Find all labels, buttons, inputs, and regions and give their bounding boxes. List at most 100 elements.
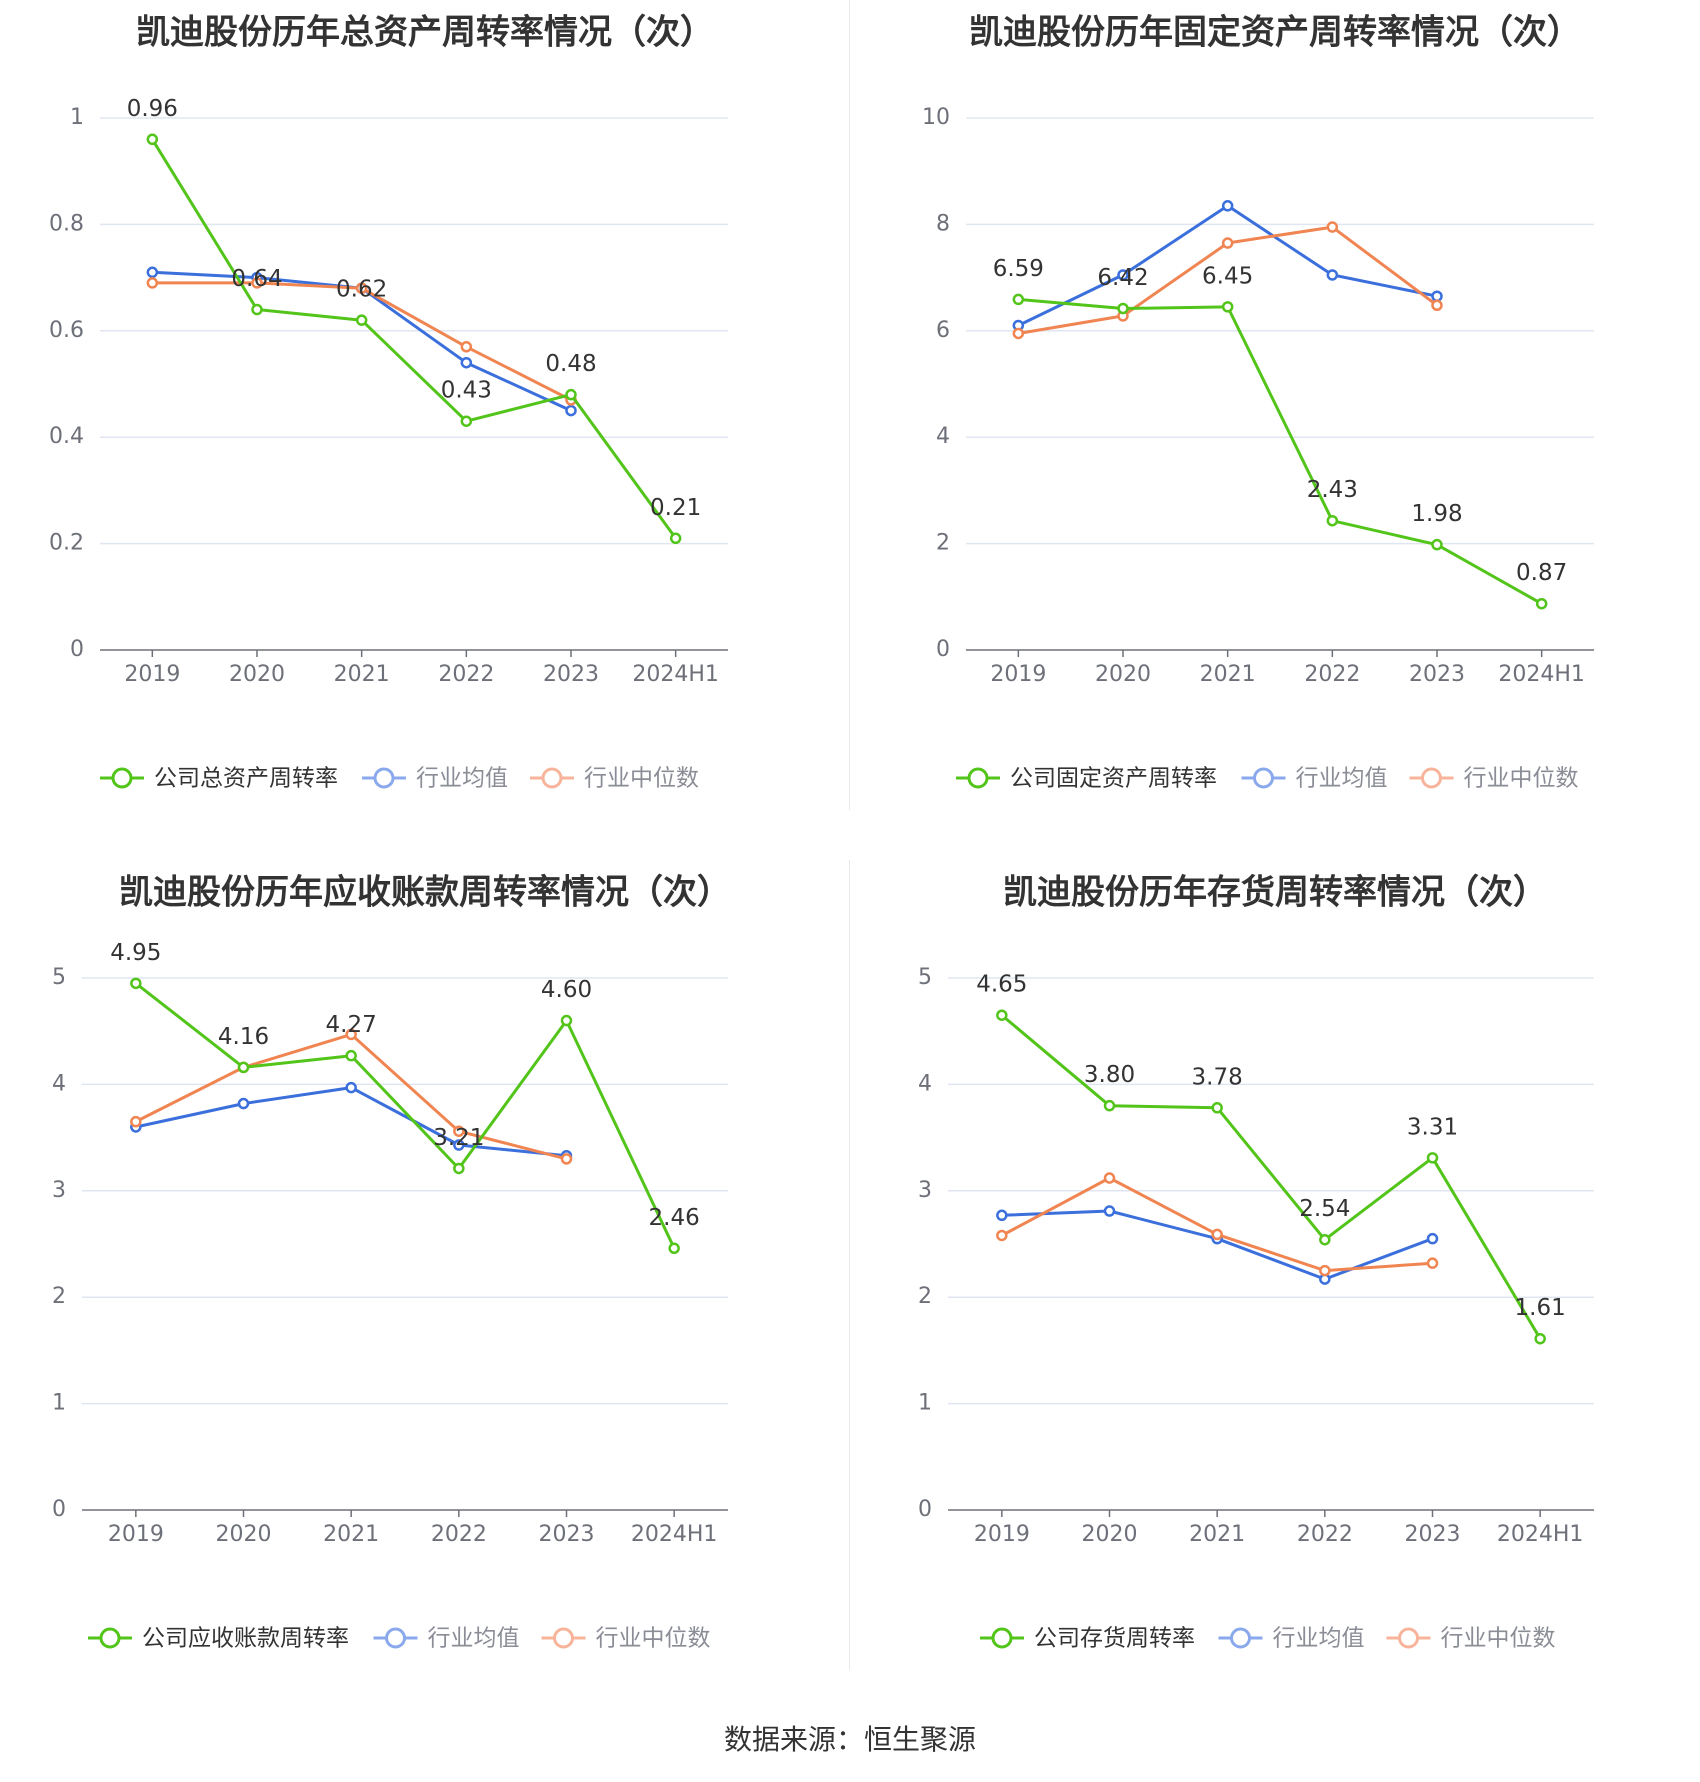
data-label: 6.59: [993, 256, 1044, 282]
y-tick-label: 1: [70, 105, 84, 130]
legend-marker-company: [99, 1627, 121, 1649]
data-point-industry-median: [1319, 1264, 1331, 1277]
chart-panel-total-asset-turnover: 凯迪股份历年总资产周转率情况（次） 0 0.2 0.4 0.6 0.8 1 2019 2020 2…: [0, 0, 850, 860]
x-tick-label: 2024H1: [1497, 1522, 1584, 1547]
x-tick-label: 2021: [334, 662, 390, 687]
x-tick-label: 2023: [1409, 662, 1465, 687]
data-point-company: [1535, 597, 1548, 610]
chart-title: 凯迪股份历年存货周转率情况（次）: [1003, 873, 1547, 913]
data-point-industry-mean: [237, 1097, 250, 1110]
data-label: 4.16: [218, 1024, 269, 1050]
y-tick-label: 5: [52, 965, 66, 990]
data-point-industry-median: [560, 1153, 573, 1165]
data-point-company: [669, 532, 682, 545]
x-tick-label: 2023: [539, 1522, 595, 1547]
y-tick-label: 0: [70, 637, 84, 662]
data-point-industry-median: [355, 282, 368, 294]
data-label: 3.80: [1084, 1062, 1135, 1088]
legend-label-industry-median: 行业中位数: [584, 766, 699, 792]
legend-label-company: 公司应收账款周转率: [142, 1626, 349, 1652]
data-point-company: [146, 133, 159, 146]
legend-marker-company: [967, 767, 989, 789]
y-tick-label: 0: [52, 1497, 66, 1522]
data-point-company: [453, 1162, 465, 1175]
chart-panel-receivables-turnover: 凯迪股份历年应收账款周转率情况（次） 0 1 2 3 4 5 2019 2020 2021 2022…: [0, 860, 850, 1720]
legend-marker-industry-median: [1421, 767, 1442, 789]
chart-title: 凯迪股份历年固定资产周转率情况（次）: [969, 13, 1581, 53]
x-tick-label: 2020: [216, 1522, 272, 1547]
y-tick-label: 0: [936, 637, 950, 662]
data-point-company: [668, 1242, 680, 1255]
data-label: 1.98: [1411, 501, 1462, 527]
y-tick-label: 2: [936, 531, 950, 556]
data-point-industry-median: [453, 1125, 465, 1137]
y-tick-label: 10: [922, 105, 950, 130]
data-point-industry-mean: [565, 404, 577, 417]
data-point-industry-median: [1211, 1228, 1223, 1241]
legend-label-industry-mean: 行业均值: [1296, 766, 1388, 792]
data-point-industry-median: [460, 341, 473, 353]
x-tick-label: 2021: [1189, 1522, 1245, 1547]
data-point-company: [996, 1009, 1008, 1021]
legend-marker-company: [111, 767, 133, 789]
data-point-company: [1426, 1152, 1439, 1164]
data-point-industry-median: [996, 1229, 1008, 1242]
y-tick-label: 0.8: [49, 211, 84, 236]
data-point-company: [1117, 302, 1129, 315]
data-point-company: [1534, 1332, 1546, 1345]
data-label: 4.60: [541, 977, 592, 1003]
legend-marker-industry-median: [553, 1627, 574, 1649]
x-tick-label: 2022: [438, 662, 494, 687]
data-point-industry-mean: [1103, 1205, 1116, 1217]
legend-marker-company: [991, 1627, 1013, 1649]
data-point-company: [1319, 1233, 1331, 1246]
data-point-industry-mean: [345, 1081, 357, 1094]
data-label: 0.87: [1516, 560, 1567, 586]
data-point-industry-median: [1431, 299, 1443, 312]
data-source-note: 数据来源：恒生聚源: [723, 1723, 976, 1756]
chart-title: 凯迪股份历年总资产周转率情况（次）: [136, 13, 714, 53]
data-point-industry-mean: [453, 1139, 465, 1151]
x-tick-label: 2022: [1297, 1522, 1353, 1547]
legend-marker-industry-mean: [385, 1627, 406, 1649]
series-line-company: [134, 982, 676, 1249]
data-point-company: [1221, 301, 1234, 313]
x-tick-label: 2024H1: [631, 1522, 718, 1547]
series-line-company: [1000, 1014, 1542, 1340]
x-tick-label: 2020: [1095, 662, 1151, 687]
data-label: 1.61: [1515, 1295, 1566, 1321]
legend-marker-industry-mean: [1230, 1627, 1251, 1649]
data-point-industry-mean: [460, 356, 473, 369]
data-point-company: [460, 415, 473, 427]
legend-marker-industry-mean: [373, 767, 395, 789]
data-point-company: [345, 1049, 357, 1062]
data-point-industry-median: [1326, 221, 1339, 233]
legend-label-industry-mean: 行业均值: [416, 766, 508, 792]
data-label: 0.62: [336, 277, 387, 303]
x-tick-label: 2021: [323, 1522, 379, 1547]
data-point-company: [130, 977, 142, 990]
x-tick-label: 2024H1: [1498, 662, 1585, 687]
data-point-company: [1103, 1099, 1116, 1112]
data-label: 0.21: [650, 495, 701, 521]
data-label: 3.21: [433, 1125, 484, 1151]
chart-fixed-asset-turnover: 凯迪股份历年固定资产周转率情况（次） 0 2 4 6 8 10 2019 2020 2021 202…: [922, 13, 1594, 792]
y-tick-label: 6: [936, 318, 950, 343]
vertical-divider-bottom: [849, 860, 850, 1670]
data-point-industry-median: [146, 277, 159, 289]
data-point-industry-mean: [1426, 1232, 1439, 1245]
x-tick-label: 2019: [124, 662, 180, 687]
chart-title: 凯迪股份历年应收账款周转率情况（次）: [119, 873, 731, 913]
data-point-company: [251, 303, 263, 316]
y-tick-label: 3: [918, 1178, 932, 1203]
data-label: 3.31: [1407, 1114, 1458, 1140]
data-point-industry-mean: [146, 266, 159, 279]
y-tick-label: 4: [936, 424, 950, 449]
legend-marker-industry-median: [541, 767, 563, 789]
data-label: 6.45: [1202, 263, 1253, 289]
data-point-industry-mean: [996, 1209, 1008, 1222]
data-label: 4.95: [110, 940, 161, 966]
y-tick-label: 0: [918, 1497, 932, 1522]
legend-label-industry-mean: 行业均值: [1273, 1626, 1365, 1652]
data-point-company: [1326, 514, 1339, 527]
